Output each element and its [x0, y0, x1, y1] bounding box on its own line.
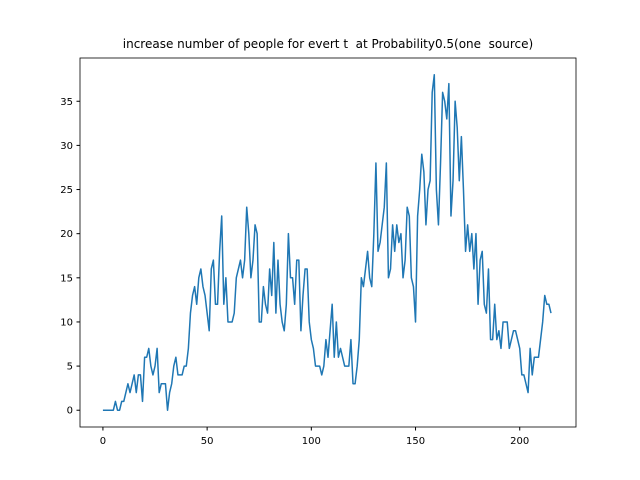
x-tick-label: 0: [100, 436, 106, 447]
plot-frame: [79, 57, 577, 428]
x-tick-label: 200: [510, 436, 529, 447]
x-tick-label: 50: [201, 436, 214, 447]
y-tick-label: 30: [60, 141, 73, 152]
data-line: [102, 74, 552, 411]
x-tick-label: 100: [302, 436, 321, 447]
y-tick-label: 35: [60, 97, 73, 108]
y-tick-label: 0: [67, 406, 73, 417]
y-tick-label: 20: [60, 229, 73, 240]
y-tick-label: 5: [67, 362, 73, 373]
y-tick-label: 10: [60, 317, 73, 328]
y-tick-label: 25: [60, 185, 73, 196]
y-tick-label: 15: [60, 273, 73, 284]
x-tick-label: 150: [406, 436, 425, 447]
chart-title: increase number of people for evert t at…: [123, 37, 533, 51]
